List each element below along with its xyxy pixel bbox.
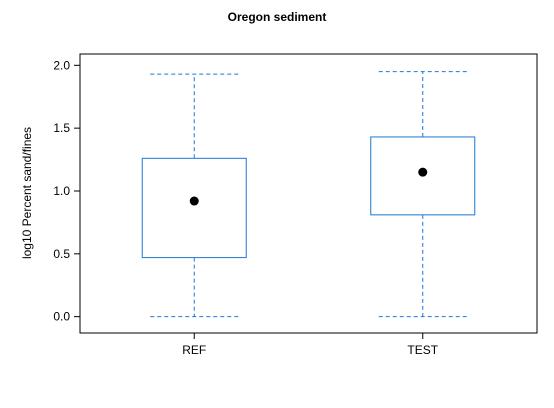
box-ref	[141, 73, 247, 318]
x-tick-label: REF	[182, 343, 206, 357]
x-tick-label: TEST	[407, 343, 438, 357]
plot-frame	[79, 53, 538, 334]
boxes	[141, 71, 476, 318]
y-tick-label: 0.0	[53, 310, 70, 324]
y-tick-label: 1.5	[53, 121, 70, 135]
mean-point	[189, 196, 199, 206]
interquartile-box	[370, 136, 476, 216]
mean-point	[418, 167, 428, 177]
chart-title: Oregon sediment	[228, 10, 327, 24]
y-axis: 0.0 0.5 1.0 1.5 2.0	[53, 58, 80, 324]
y-axis-label: log10 Percent sand/fines	[20, 127, 34, 259]
interquartile-box	[141, 157, 247, 259]
y-tick-label: 0.5	[53, 247, 70, 261]
x-axis: REF TEST	[182, 333, 439, 357]
box-test	[370, 71, 476, 318]
y-tick-label: 2.0	[53, 58, 70, 72]
y-tick-label: 1.0	[53, 184, 70, 198]
